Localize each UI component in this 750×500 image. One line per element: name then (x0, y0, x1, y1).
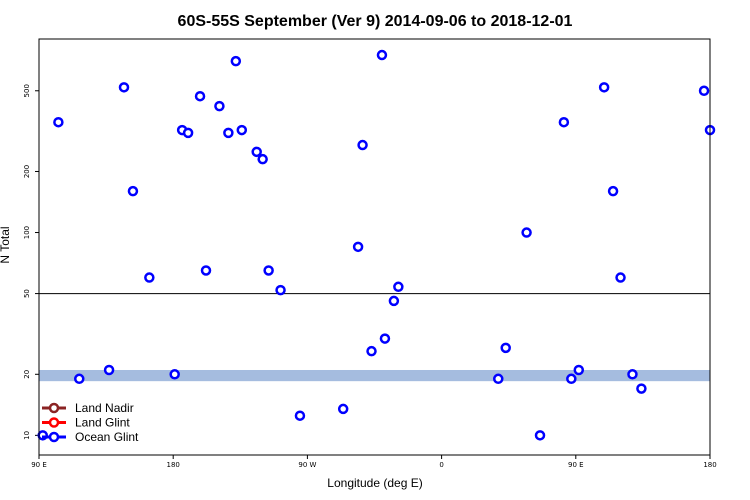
data-point (103, 364, 115, 376)
data-point (194, 90, 206, 102)
data-point (169, 369, 180, 380)
data-point (521, 227, 532, 238)
data-point (627, 369, 638, 380)
x-tick-label: 180 (167, 461, 180, 469)
data-point (352, 241, 364, 253)
legend-label: Land Glint (75, 416, 130, 430)
data-point (236, 124, 248, 136)
plot-frame (38, 38, 711, 456)
data-point (534, 430, 546, 441)
data-point (615, 272, 626, 283)
data-point (379, 333, 391, 344)
data-point (251, 146, 262, 158)
data-point (53, 116, 64, 128)
legend-marker (48, 417, 60, 428)
x-axis-label: Longitude (deg E) (327, 476, 422, 490)
data-point (230, 55, 242, 67)
data-point (263, 265, 274, 276)
y-tick-label: 10 (23, 431, 31, 440)
y-tick-label: 500 (23, 84, 31, 97)
data-point (144, 272, 155, 283)
y-tick-label: 100 (23, 226, 31, 239)
x-tick-label: 90 W (298, 461, 316, 469)
legend-label: Ocean Glint (75, 430, 139, 444)
x-tick-label: 0 (439, 461, 443, 469)
data-point (214, 100, 225, 112)
data-point (366, 345, 377, 357)
data-point (393, 281, 404, 293)
data-point (500, 342, 511, 354)
data-point (200, 265, 212, 276)
y-axis-ticks: 10 20 50 100 200 500 (23, 84, 39, 440)
data-point (223, 127, 234, 139)
data-point (698, 85, 710, 97)
x-tick-label: 180 (703, 461, 716, 469)
y-tick-label: 200 (23, 165, 31, 178)
data-point (127, 185, 139, 197)
data-point (493, 373, 504, 385)
y-axis-label: N Total (0, 226, 12, 263)
data-point (607, 185, 619, 197)
legend-marker (48, 431, 60, 443)
y-tick-label: 20 (23, 370, 31, 379)
data-point (558, 116, 570, 128)
legend-marker (48, 402, 60, 414)
chart-title: 60S-55S September (Ver 9) 2014-09-06 to … (178, 13, 573, 30)
data-point (275, 284, 286, 296)
data-point (573, 364, 585, 376)
data-point (118, 82, 130, 93)
x-tick-label: 90 E (568, 461, 584, 469)
reference-band (39, 369, 710, 382)
data-point (388, 295, 400, 307)
data-point (182, 127, 194, 139)
data-point (566, 373, 577, 385)
legend-label: Land Nadir (75, 401, 134, 415)
data-point (74, 373, 85, 385)
data-point (636, 383, 647, 394)
data-points (37, 49, 716, 441)
data-point (376, 49, 388, 61)
x-axis-ticks: 90 E 180 90 W 0 90 E 180 (31, 455, 717, 469)
data-point (257, 153, 268, 165)
data-point (294, 410, 306, 421)
y-tick-label: 50 (23, 289, 31, 298)
x-tick-label: 90 E (31, 461, 47, 469)
data-point (598, 82, 610, 93)
data-point (357, 139, 368, 151)
data-point (337, 403, 349, 415)
